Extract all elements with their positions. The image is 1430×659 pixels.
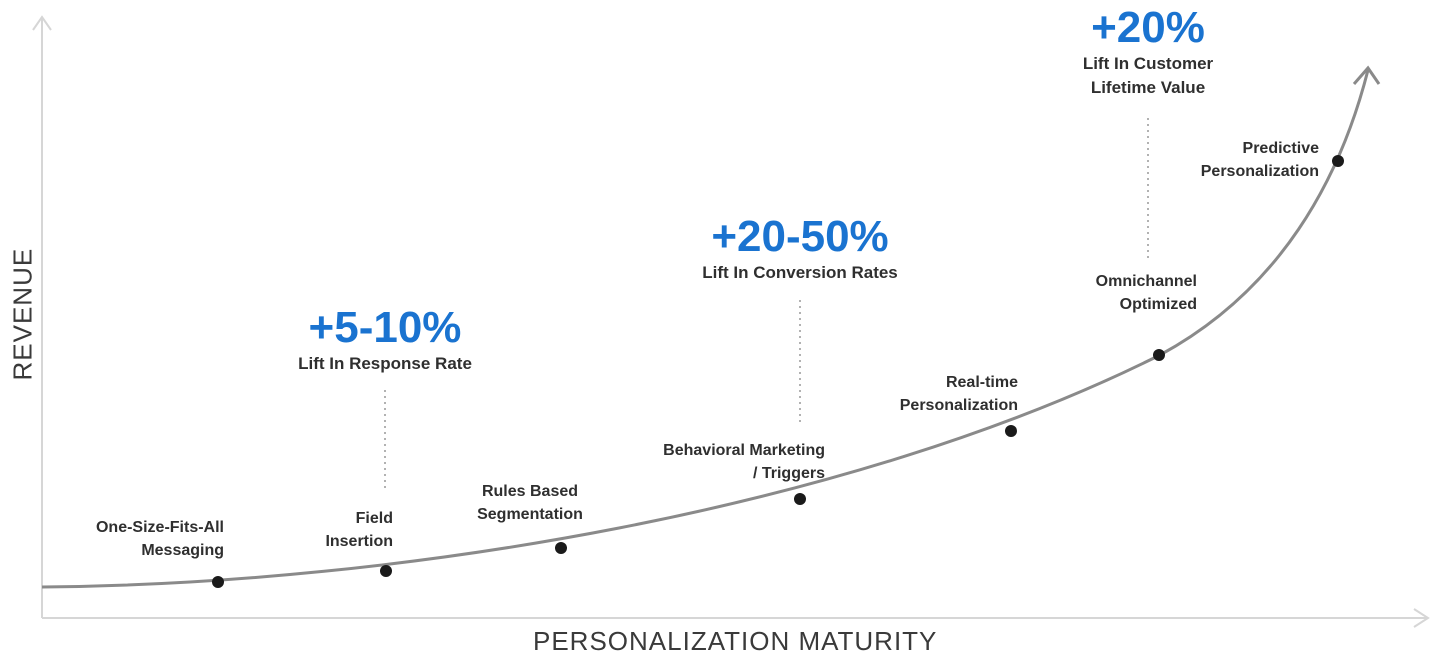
stage-label-rules-based-segmentation: Rules Based Segmentation — [477, 483, 583, 523]
callout-conversion-rates: +20-50% Lift In Conversion Rates — [660, 213, 940, 285]
y-axis-arrowhead — [32, 15, 52, 31]
callout-response-rate: +5-10% Lift In Response Rate — [255, 304, 515, 376]
callout-value: +20-50% — [711, 212, 889, 261]
stage-label-field-insertion: Field Insertion — [325, 510, 393, 550]
callout-label: Lift In Customer — [1082, 54, 1214, 73]
stage-label-predictive-personalization: Predictive Personalization — [1200, 140, 1319, 180]
stage-label-omnichannel-optimized: Omnichannel Optimized — [1095, 273, 1197, 313]
callout-value: +20% — [1091, 3, 1205, 52]
stage-marker-7 — [1332, 155, 1344, 167]
callout-value: +5-10% — [308, 303, 462, 352]
y-axis-title: REVENUE — [7, 247, 38, 381]
callout-label: Lift In Conversion Rates — [702, 263, 898, 282]
stage-marker-4 — [794, 493, 806, 505]
x-axis-title: PERSONALIZATION MATURITY — [533, 626, 938, 656]
stage-label-behavioral-marketing: Behavioral Marketing / Triggers — [663, 442, 825, 482]
stage-marker-5 — [1005, 425, 1017, 437]
stage-marker-6 — [1153, 349, 1165, 361]
growth-curve — [41, 69, 1370, 589]
x-axis-arrowhead — [1413, 608, 1430, 628]
callout-customer-lifetime-value: +20% Lift In Customer Lifetime Value — [1048, 4, 1248, 100]
stage-marker-2 — [380, 565, 392, 577]
stage-marker-3 — [555, 542, 567, 554]
callout-label: Lifetime Value — [1090, 78, 1206, 97]
stage-marker-1 — [212, 576, 224, 588]
curve-arrowhead — [1352, 65, 1381, 85]
stage-label-one-size-fits-all: One-Size-Fits-All Messaging — [95, 519, 224, 559]
callout-label: Lift In Response Rate — [298, 354, 472, 373]
stage-label-real-time-personalization: Real-time Personalization — [899, 374, 1018, 414]
